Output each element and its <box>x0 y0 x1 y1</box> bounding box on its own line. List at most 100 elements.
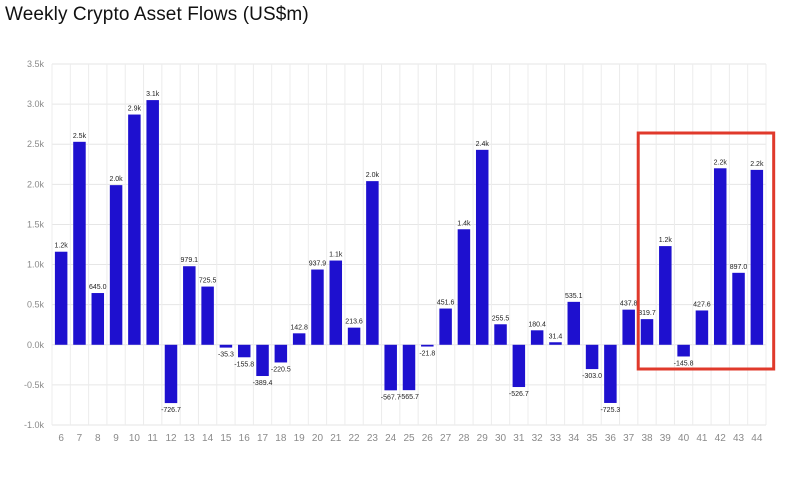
x-tick-label: 18 <box>275 433 287 444</box>
data-label: -567.7 <box>381 394 401 401</box>
bar <box>421 344 434 347</box>
x-tick-label: 6 <box>58 433 64 444</box>
y-tick-label: 0.5k <box>27 300 45 310</box>
data-label: 2.0k <box>366 172 380 179</box>
x-tick-label: 16 <box>239 433 251 444</box>
y-tick-label: 3.5k <box>27 59 45 69</box>
y-tick-label: 2.5k <box>27 139 45 149</box>
x-tick-label: 39 <box>660 433 672 444</box>
data-label: -21.8 <box>419 351 435 358</box>
bar <box>659 246 672 345</box>
data-label: 427.6 <box>693 301 711 308</box>
bar <box>366 181 379 345</box>
x-tick-label: 44 <box>751 433 763 444</box>
x-tick-label: 23 <box>367 433 379 444</box>
x-tick-label: 34 <box>568 433 580 444</box>
x-tick-label: 28 <box>458 433 470 444</box>
bar <box>549 342 562 345</box>
data-label: 213.6 <box>345 319 363 326</box>
data-label: 2.0k <box>109 176 123 183</box>
x-tick-label: 35 <box>587 433 599 444</box>
x-tick-label: 30 <box>495 433 507 444</box>
data-label: 2.2k <box>750 161 764 168</box>
data-label: 2.2k <box>714 159 728 166</box>
x-tick-label: 40 <box>678 433 690 444</box>
x-tick-label: 26 <box>422 433 434 444</box>
bar <box>73 141 86 345</box>
data-label: 2.9k <box>128 106 142 113</box>
data-label: -725.3 <box>600 407 620 414</box>
bar <box>402 344 416 391</box>
y-tick-label: 1.0k <box>27 260 45 270</box>
x-tick-label: 29 <box>477 433 489 444</box>
x-tick-label: 31 <box>513 433 525 444</box>
bar <box>237 344 251 358</box>
data-label: -303.0 <box>582 373 602 380</box>
y-tick-label: -1.0k <box>24 420 45 430</box>
data-label: -35.3 <box>218 352 234 359</box>
bar <box>256 344 269 377</box>
bar <box>219 344 233 348</box>
bar <box>384 344 397 391</box>
y-tick-label: 3.0k <box>27 99 45 109</box>
x-tick-label: 15 <box>220 433 232 444</box>
x-tick-label: 25 <box>403 433 415 444</box>
bar <box>292 333 306 345</box>
y-tick-label: -0.5k <box>24 380 45 390</box>
x-tick-label: 12 <box>165 433 177 444</box>
data-label: 1.2k <box>659 237 673 244</box>
data-label: 535.1 <box>565 293 583 300</box>
data-label: 645.0 <box>89 284 107 291</box>
bar <box>713 168 727 345</box>
y-tick-label: 0.0k <box>27 340 45 350</box>
x-tick-label: 9 <box>113 433 119 444</box>
x-tick-label: 32 <box>532 433 544 444</box>
x-tick-label: 19 <box>294 433 306 444</box>
x-tick-label: 24 <box>385 433 397 444</box>
x-tick-label: 10 <box>129 433 141 444</box>
bar <box>146 100 159 345</box>
bar <box>695 310 709 345</box>
data-label: 937.9 <box>309 261 327 268</box>
x-tick-label: 14 <box>202 433 214 444</box>
bar <box>750 169 764 345</box>
x-tick-label: 37 <box>623 433 635 444</box>
x-tick-label: 13 <box>184 433 196 444</box>
data-label: -389.4 <box>253 380 273 387</box>
y-tick-label: 2.0k <box>27 179 45 189</box>
data-label: 1.2k <box>55 243 69 250</box>
data-label: 31.4 <box>549 333 563 340</box>
bar <box>183 266 196 345</box>
x-tick-label: 20 <box>312 433 324 444</box>
bar <box>604 344 617 403</box>
data-label: -220.5 <box>271 366 291 373</box>
x-tick-label: 43 <box>733 433 745 444</box>
x-tick-label: 41 <box>696 433 708 444</box>
x-tick-label: 27 <box>440 433 452 444</box>
data-label: 142.8 <box>290 324 308 331</box>
data-label: -526.7 <box>509 391 529 398</box>
chart-title: Weekly Crypto Asset Flows (US$m) <box>5 4 309 25</box>
bar <box>677 344 690 357</box>
bar <box>109 185 123 345</box>
bar <box>347 327 361 345</box>
bar <box>329 260 343 345</box>
x-tick-label: 8 <box>95 433 101 444</box>
bar <box>567 301 581 345</box>
x-tick-label: 36 <box>605 433 617 444</box>
x-tick-label: 11 <box>147 433 158 444</box>
bar <box>91 293 105 345</box>
x-tick-label: 42 <box>715 433 727 444</box>
data-label: 2.4k <box>476 141 490 148</box>
data-label: 451.6 <box>437 300 455 307</box>
x-tick-label: 17 <box>257 433 269 444</box>
bar <box>622 309 635 345</box>
data-label: 725.5 <box>199 278 217 285</box>
x-tick-label: 22 <box>349 433 361 444</box>
bar <box>530 330 544 345</box>
bar <box>164 344 178 404</box>
data-label: 180.4 <box>528 321 546 328</box>
data-label: -726.7 <box>161 407 181 414</box>
